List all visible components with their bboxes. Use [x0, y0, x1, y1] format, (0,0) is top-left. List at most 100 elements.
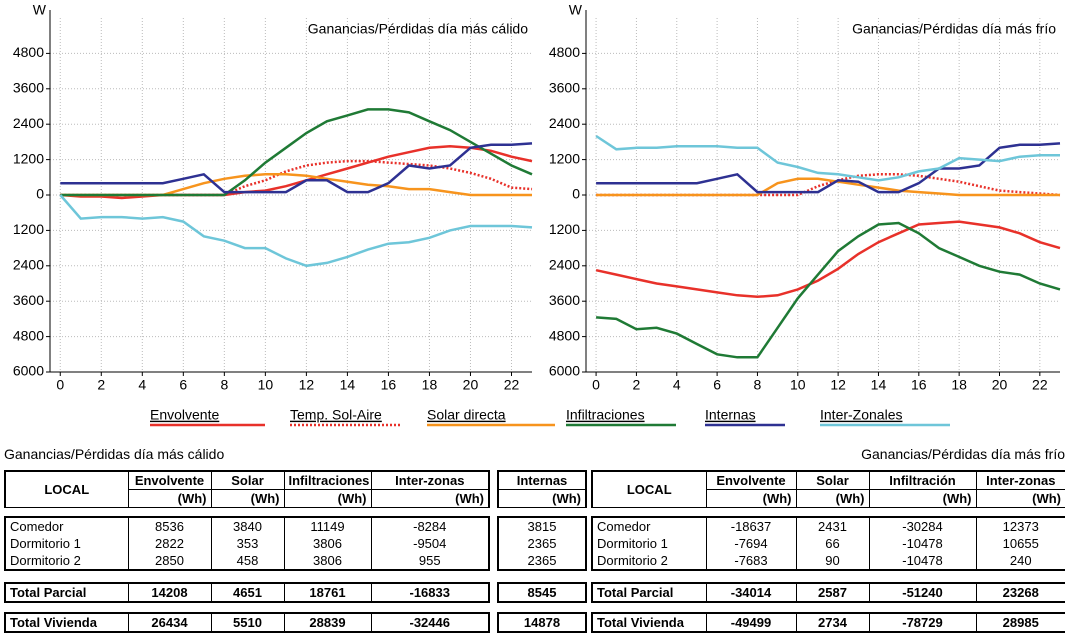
- table-cell: -9504: [370, 535, 489, 552]
- table-cell: 2850: [127, 552, 211, 570]
- table-cell: 353: [210, 535, 284, 552]
- total-cell: -49499: [705, 613, 796, 632]
- x-tick-label: 10: [258, 377, 274, 393]
- y-tick-label: 1200: [13, 150, 44, 166]
- total-cell: Total Parcial: [4, 583, 128, 602]
- table-row: Dormitorio 1 -7694 66 -10478 10655: [591, 535, 1065, 552]
- column-header: Solar: [795, 471, 869, 490]
- header-row: LOCAL Envolvente Solar Infiltraciones Inter-…: [4, 471, 489, 508]
- column-unit: (Wh): [283, 489, 371, 508]
- x-tick-label: 22: [504, 377, 520, 393]
- y-tick-label: 2400: [549, 115, 580, 131]
- total-row: Total Parcial 14208 4651 18761 -16833: [4, 583, 489, 602]
- column-header: Envolvente: [127, 471, 211, 490]
- total-cell: Total Parcial: [591, 583, 706, 602]
- chart-title: Ganancias/Pérdidas día más cálido: [308, 21, 528, 37]
- table-block: Total Vivienda -49499 2734 -78729 28985: [591, 612, 1065, 633]
- table: Internas (Wh): [497, 470, 587, 508]
- x-tick-label: 10: [790, 377, 806, 393]
- table-cell: 458: [210, 552, 284, 570]
- legend-label: Infiltraciones: [566, 407, 645, 423]
- series-line: [60, 145, 533, 200]
- column-unit: (Wh): [975, 489, 1065, 508]
- y-tick-label: 0: [572, 186, 580, 202]
- table-cell: 90: [795, 552, 869, 570]
- column-unit: (Wh): [210, 489, 284, 508]
- table-cell: 3840: [210, 517, 284, 535]
- table: LOCAL Envolvente Solar Infiltraciones Inter-…: [4, 470, 490, 508]
- table-cell: 2365: [497, 535, 586, 552]
- table: Total Vivienda -49499 2734 -78729 28985: [591, 612, 1065, 633]
- column-unit: (Wh): [868, 489, 976, 508]
- total-cell: 23268: [975, 583, 1065, 602]
- table: Comedor -18637 2431 -30284 12373 Dormitorio 1…: [591, 516, 1065, 571]
- y-tick-label: 4800: [13, 44, 44, 60]
- x-tick-label: 2: [97, 377, 105, 393]
- table-cell: 955: [370, 552, 489, 570]
- column-unit: (Wh): [370, 489, 489, 508]
- total-cell: 28839: [283, 613, 371, 632]
- column-header: Inter-zonas: [370, 471, 489, 490]
- x-tick-label: 6: [179, 377, 187, 393]
- table: Comedor 8536 3840 11149 -8284 Dormitorio 1 282…: [4, 516, 490, 571]
- column-header: Solar: [210, 471, 284, 490]
- table-row: Dormitorio 1 2822 353 3806 -9504: [4, 535, 489, 552]
- y-tick-label: 2400: [13, 257, 44, 273]
- y-tick-label: 3600: [549, 80, 580, 96]
- table-block: Total Parcial -34014 2587 -51240 23268: [591, 582, 1065, 603]
- table-cell: 66: [795, 535, 869, 552]
- table-block: Total Parcial 14208 4651 18761 -16833: [4, 582, 492, 603]
- x-tick-label: 16: [381, 377, 397, 393]
- table-cell: 2365: [497, 552, 586, 570]
- table-title: Ganancias/Pérdidas día más frío: [861, 446, 1065, 462]
- table: 14878: [497, 612, 587, 633]
- y-tick-label: 1200: [549, 150, 580, 166]
- table-row: Comedor 8536 3840 11149 -8284: [4, 517, 489, 535]
- y-axis-label: W: [569, 2, 583, 18]
- table-cell: 240: [975, 552, 1065, 570]
- total-row: 14878: [497, 613, 586, 632]
- table: 3815 2365 2365: [497, 516, 587, 571]
- table-cell: Dormitorio 1: [591, 535, 706, 552]
- total-cell: 18761: [283, 583, 371, 602]
- header-row: (Wh) (Wh) (Wh) (Wh): [592, 489, 1065, 508]
- table: 8545: [497, 582, 587, 603]
- x-tick-label: 18: [951, 377, 967, 393]
- y-tick-label: 6000: [13, 363, 44, 379]
- x-tick-label: 6: [713, 377, 721, 393]
- table-row: Comedor -18637 2431 -30284 12373: [591, 517, 1065, 535]
- table-cell: Dormitorio 2: [591, 552, 706, 570]
- column-header: LOCAL: [591, 471, 706, 508]
- column-unit: (Wh): [497, 489, 586, 508]
- column-header: Infiltraciones: [283, 471, 371, 490]
- legend-label: Inter-Zonales: [820, 407, 902, 423]
- series-line: [60, 108, 533, 197]
- y-tick-label: 2400: [549, 257, 580, 273]
- x-tick-label: 4: [673, 377, 681, 393]
- column-header: Inter-zonas: [975, 471, 1065, 490]
- table-block: LOCAL Envolvente Solar Infiltraciones Inter-…: [4, 470, 492, 508]
- table-block: LOCAL Envolvente Solar Infiltración Inter-zo…: [591, 470, 1065, 508]
- total-cell: 26434: [127, 613, 211, 632]
- total-cell: 4651: [210, 583, 284, 602]
- legend-label: Temp. Sol-Aire: [290, 407, 382, 423]
- table-row: Dormitorio 2 -7683 90 -10478 240: [591, 552, 1065, 570]
- x-tick-label: 8: [220, 377, 228, 393]
- table-cell: 3806: [283, 552, 371, 570]
- y-tick-label: 3600: [549, 292, 580, 308]
- x-tick-label: 14: [340, 377, 356, 393]
- table-cell: 3806: [283, 535, 371, 552]
- series-line: [59, 194, 533, 268]
- x-tick-label: 0: [56, 377, 64, 393]
- series-line: Temp. Sol-Aire: [596, 173, 1061, 197]
- total-cell: Total Vivienda: [4, 613, 128, 632]
- y-tick-label: 2400: [13, 115, 44, 131]
- table: LOCAL Envolvente Solar Infiltración Inter-zo…: [591, 470, 1065, 508]
- total-cell: 2734: [795, 613, 869, 632]
- table-cell: 10655: [975, 535, 1065, 552]
- series-line: Infiltraciones: [596, 221, 1061, 359]
- series-line: [60, 142, 533, 194]
- table-cell: -10478: [868, 552, 976, 570]
- table-row: 3815: [497, 517, 586, 535]
